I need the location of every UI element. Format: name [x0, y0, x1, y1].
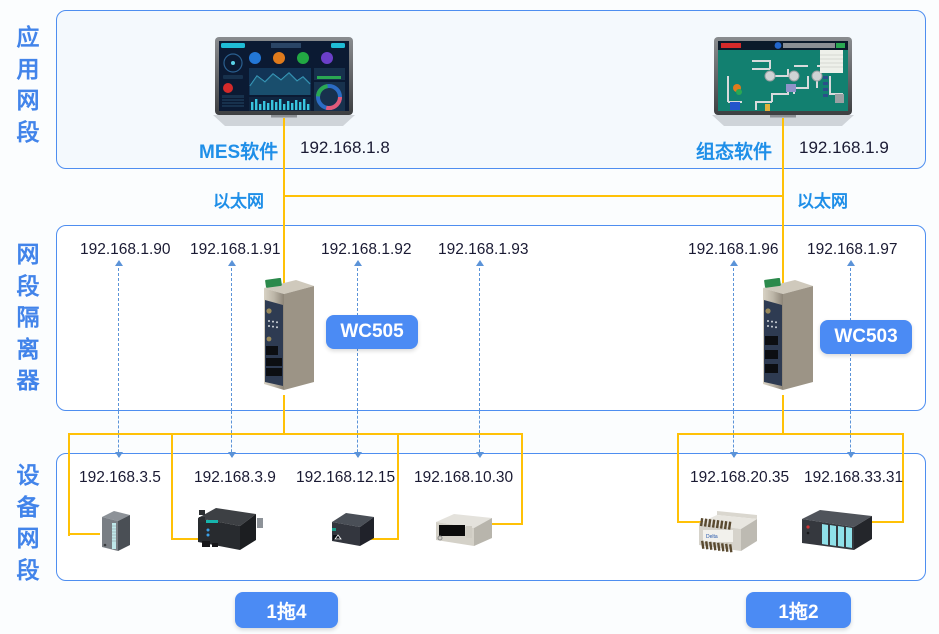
- svg-text:Delta: Delta: [706, 534, 718, 540]
